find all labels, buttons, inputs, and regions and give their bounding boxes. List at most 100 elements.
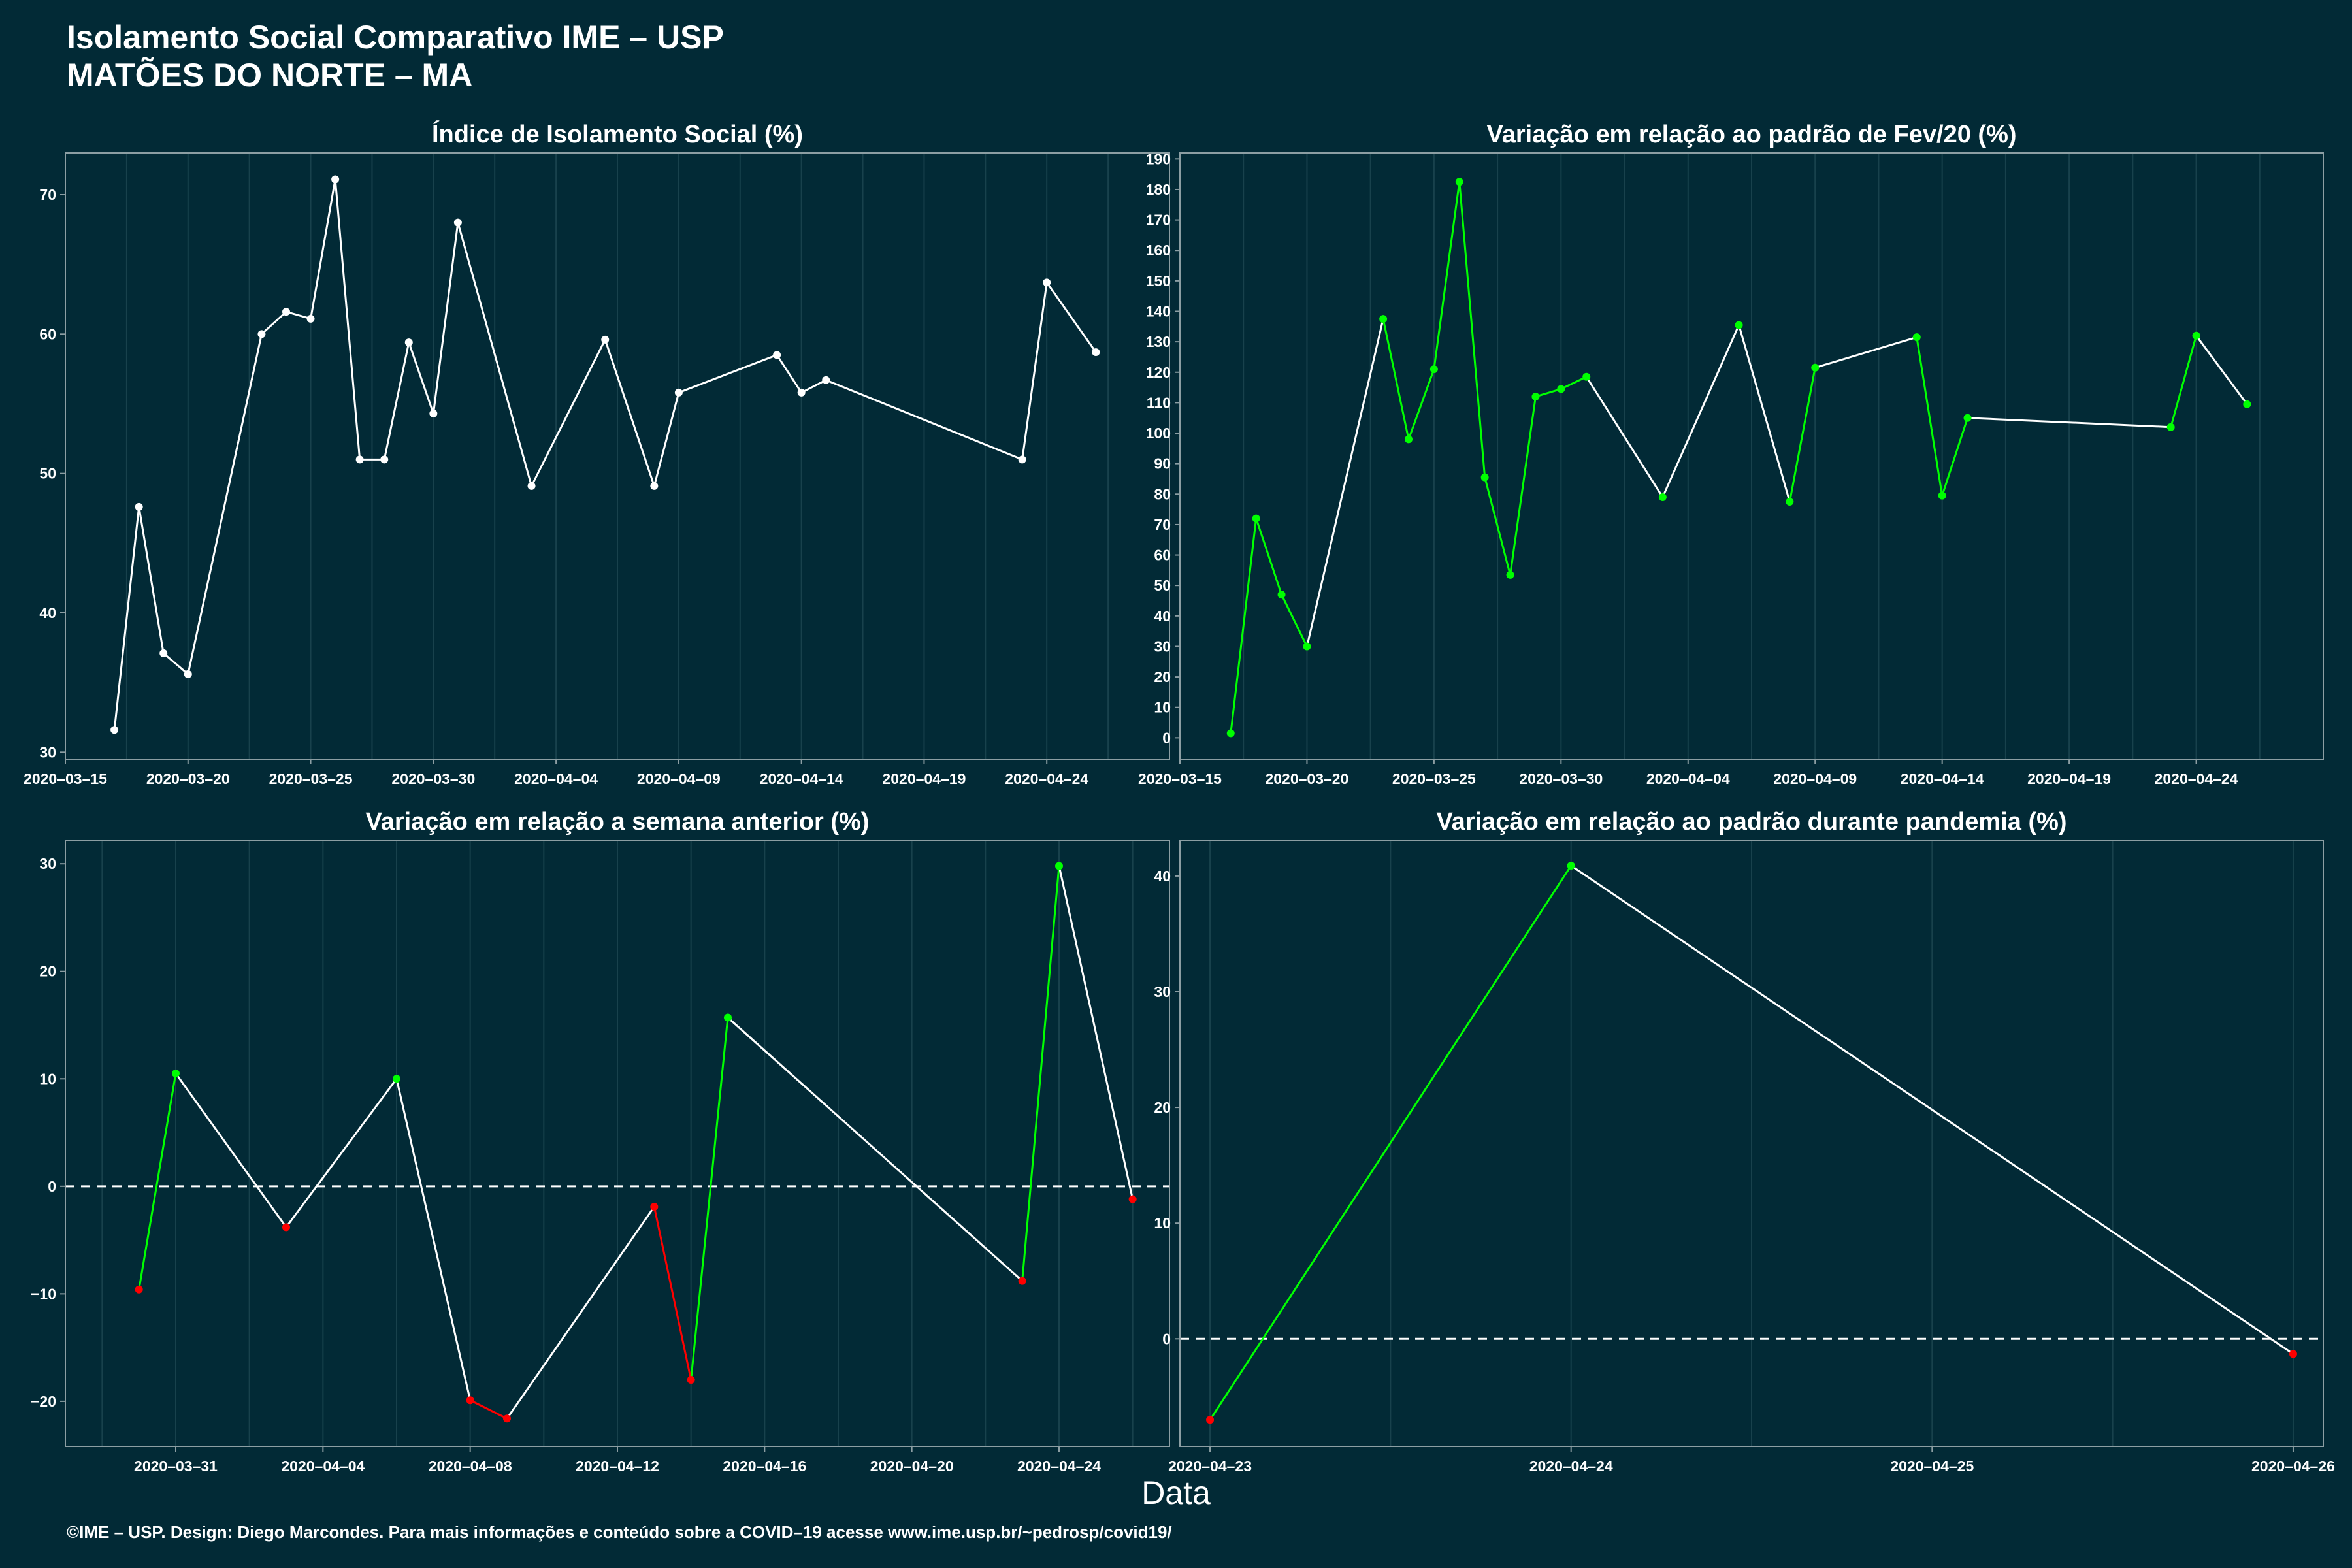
- x-tick-label: 2020–03–25: [269, 770, 353, 787]
- data-point: [773, 351, 781, 359]
- series-segment: [113, 506, 140, 730]
- data-point: [724, 1013, 732, 1022]
- y-tick-label: 30: [1154, 638, 1171, 655]
- y-tick-label: 100: [1146, 425, 1171, 442]
- y-tick-label: 40: [39, 604, 56, 621]
- data-point: [404, 338, 413, 347]
- series-segment: [727, 1017, 1023, 1282]
- x-tick-label: 2020–03–25: [1392, 770, 1476, 787]
- y-tick-label: 40: [1154, 868, 1171, 885]
- x-tick-label: 2020–04–19: [2027, 770, 2111, 787]
- x-tick-label: 2020–04–20: [870, 1458, 954, 1475]
- series-segment: [1484, 477, 1512, 576]
- series-segment: [1458, 182, 1486, 478]
- series-segment: [2170, 335, 2198, 428]
- data-point: [1277, 591, 1286, 599]
- data-point: [1735, 321, 1743, 329]
- series-segment: [174, 1073, 287, 1228]
- series-segment: [310, 179, 336, 319]
- y-tick-label: 130: [1146, 333, 1171, 350]
- data-point: [822, 376, 830, 384]
- series-segment: [1255, 518, 1282, 595]
- x-tick-label: 2020–04–16: [723, 1458, 806, 1475]
- data-point: [2289, 1350, 2297, 1358]
- series-segment: [163, 652, 189, 676]
- series-segment: [506, 1206, 655, 1420]
- data-point: [687, 1375, 695, 1384]
- series-segment: [469, 1399, 508, 1420]
- y-tick-label: 120: [1146, 364, 1171, 381]
- data-point: [393, 1075, 400, 1083]
- data-point: [1582, 372, 1591, 381]
- chart-title: Índice de Isolamento Social (%): [432, 120, 803, 148]
- x-tick-label: 2020–04–09: [1773, 770, 1857, 787]
- series-segment: [395, 1078, 472, 1401]
- x-tick-label: 2020–04–24: [1005, 770, 1088, 787]
- series-segment: [653, 392, 680, 487]
- y-tick-label: 80: [1154, 485, 1171, 502]
- x-tick-label: 2020–04–24: [2155, 770, 2238, 787]
- y-tick-label: 170: [1146, 212, 1171, 229]
- y-tick-label: 150: [1146, 272, 1171, 289]
- x-tick-label: 2020–04–23: [1168, 1458, 1252, 1475]
- series-segment: [138, 1073, 177, 1290]
- data-point: [355, 455, 364, 464]
- series-segment: [334, 179, 361, 460]
- series-segment: [1916, 336, 1944, 496]
- x-tick-label: 2020–03–20: [146, 770, 230, 787]
- x-tick-label: 2020–04–14: [1901, 770, 1984, 787]
- x-tick-label: 2020–04–12: [576, 1458, 659, 1475]
- x-axis-title: Data: [1141, 1475, 1211, 1511]
- y-tick-label: 0: [48, 1178, 56, 1195]
- series-segment: [408, 342, 434, 414]
- series-segment: [1535, 387, 1561, 398]
- plot-frame: [1179, 840, 2324, 1447]
- y-tick-label: 0: [1162, 729, 1171, 746]
- series-segment: [1509, 396, 1537, 576]
- series-segment: [800, 379, 826, 394]
- data-point: [1092, 348, 1100, 357]
- series-segment: [604, 339, 655, 487]
- series-segment: [1021, 282, 1048, 460]
- y-tick-label: 190: [1146, 150, 1171, 167]
- y-tick-label: 70: [1154, 516, 1171, 533]
- series-segment: [1661, 324, 1740, 498]
- data-point: [282, 1223, 290, 1232]
- series-segment: [825, 379, 1023, 461]
- series-segment: [1738, 325, 1791, 502]
- chart-panel-1: Índice de Isolamento Social (%) 30 40 50 60 7…: [24, 120, 1170, 787]
- x-tick-label: 2020–04–09: [637, 770, 721, 787]
- y-tick-label: 60: [1154, 547, 1171, 564]
- x-tick-label: 2020–03–30: [1519, 770, 1603, 787]
- x-tick-label: 2020–03–30: [391, 770, 475, 787]
- series-segment: [383, 342, 410, 460]
- x-tick-label: 2020–04–04: [514, 770, 598, 787]
- data-point: [1567, 861, 1575, 870]
- x-tick-label: 2020–04–25: [1890, 1458, 1974, 1475]
- series-segment: [531, 339, 606, 487]
- series-segment: [1570, 864, 2294, 1355]
- y-tick-label: 20: [1154, 1099, 1171, 1116]
- data-point: [1055, 862, 1063, 870]
- y-tick-label: 160: [1146, 242, 1171, 259]
- series-segment: [678, 353, 777, 394]
- title-line-2: MATÕES DO NORTE – MA: [67, 57, 473, 93]
- x-tick-label: 2020–04–26: [2251, 1458, 2335, 1475]
- x-tick-label: 2020–03–15: [24, 770, 107, 787]
- data-point: [1429, 365, 1438, 374]
- y-tick-label: −20: [31, 1393, 56, 1410]
- x-tick-label: 2020–04–08: [429, 1458, 512, 1475]
- data-point: [650, 1203, 659, 1211]
- data-point: [1912, 333, 1921, 342]
- series-segment: [1585, 376, 1664, 498]
- data-point: [503, 1414, 511, 1423]
- series-segment: [1045, 282, 1097, 353]
- data-point: [1303, 642, 1311, 651]
- data-point: [1379, 315, 1388, 323]
- data-point: [159, 649, 168, 657]
- series-segment: [1209, 865, 1572, 1421]
- y-tick-label: 20: [1154, 668, 1171, 685]
- data-point: [674, 388, 683, 397]
- series-segment: [1433, 182, 1461, 370]
